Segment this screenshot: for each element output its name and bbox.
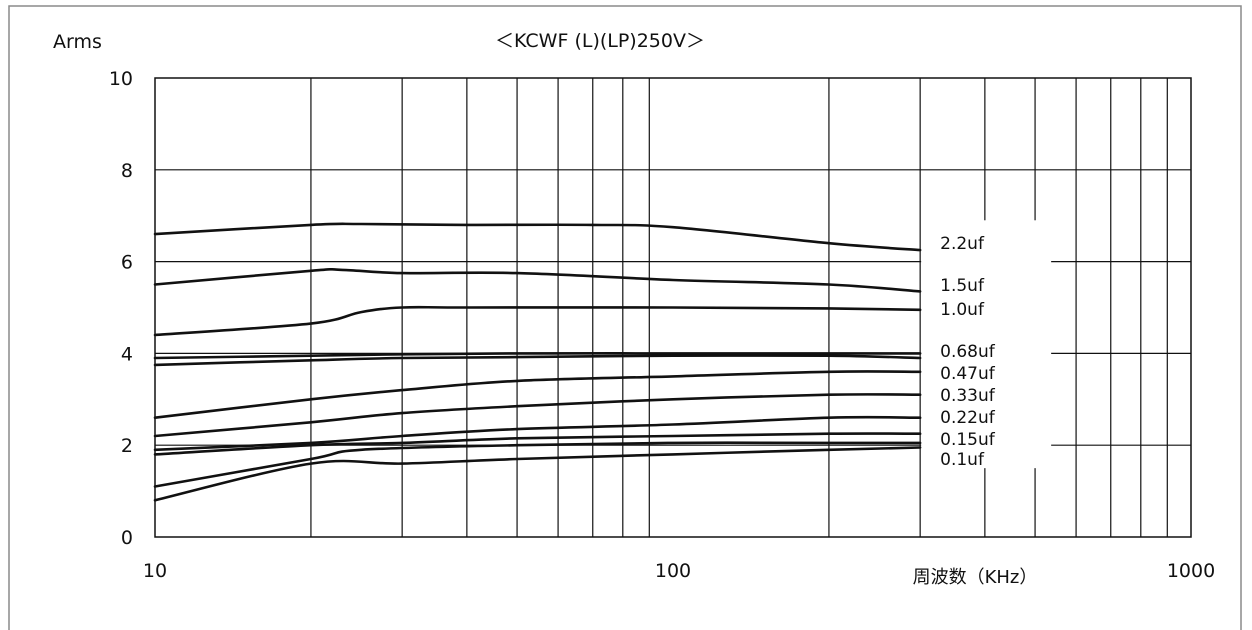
series-line [153,352,922,360]
series-line [153,432,922,456]
series-label: 0.33uf [940,386,996,406]
series-line [153,370,922,419]
tick-label-layer: 0 2 4 6 8 10 10 100 1000 [109,68,1215,582]
x-axis-label: 周波数（KHz） [913,567,1038,588]
series-label: 0.1uf [940,450,985,470]
series-line [153,446,922,502]
series-label-background [921,220,1052,469]
y-tick-label: 2 [121,435,133,457]
series-line [153,267,922,293]
plot-frame [154,77,1192,538]
x-tick-label: 10 [143,560,167,582]
series-label: 1.5uf [940,276,985,296]
y-axis-label: Arms [53,31,102,53]
x-tick-label: 1000 [1167,560,1215,582]
series-layer [153,222,922,502]
series-line [153,305,922,337]
chart-title: ＜KCWF (L)(LP)250V＞ [495,30,705,52]
series-line [153,441,922,488]
y-tick-label: 8 [121,160,133,182]
series-label: 0.68uf [940,342,996,362]
series-line [153,415,922,452]
series-label: 0.22uf [940,408,996,428]
series-label: 0.15uf [940,430,996,450]
series-label: 1.0uf [940,300,985,320]
y-tick-label: 6 [121,252,133,274]
series-line [153,354,922,367]
series-label: 2.2uf [940,234,985,254]
y-tick-label: 4 [121,343,133,365]
series-label-layer: 2.2uf1.5uf1.0uf0.68uf0.47uf0.33uf0.22uf0… [940,234,996,470]
y-tick-label: 0 [121,527,133,549]
outer-frame [8,5,1242,630]
series-line [153,393,922,438]
y-tick-label: 10 [109,68,133,90]
series-line [153,222,922,252]
x-tick-label: 100 [655,560,691,582]
label-background-layer [921,220,1052,469]
series-label: 0.47uf [940,364,996,384]
